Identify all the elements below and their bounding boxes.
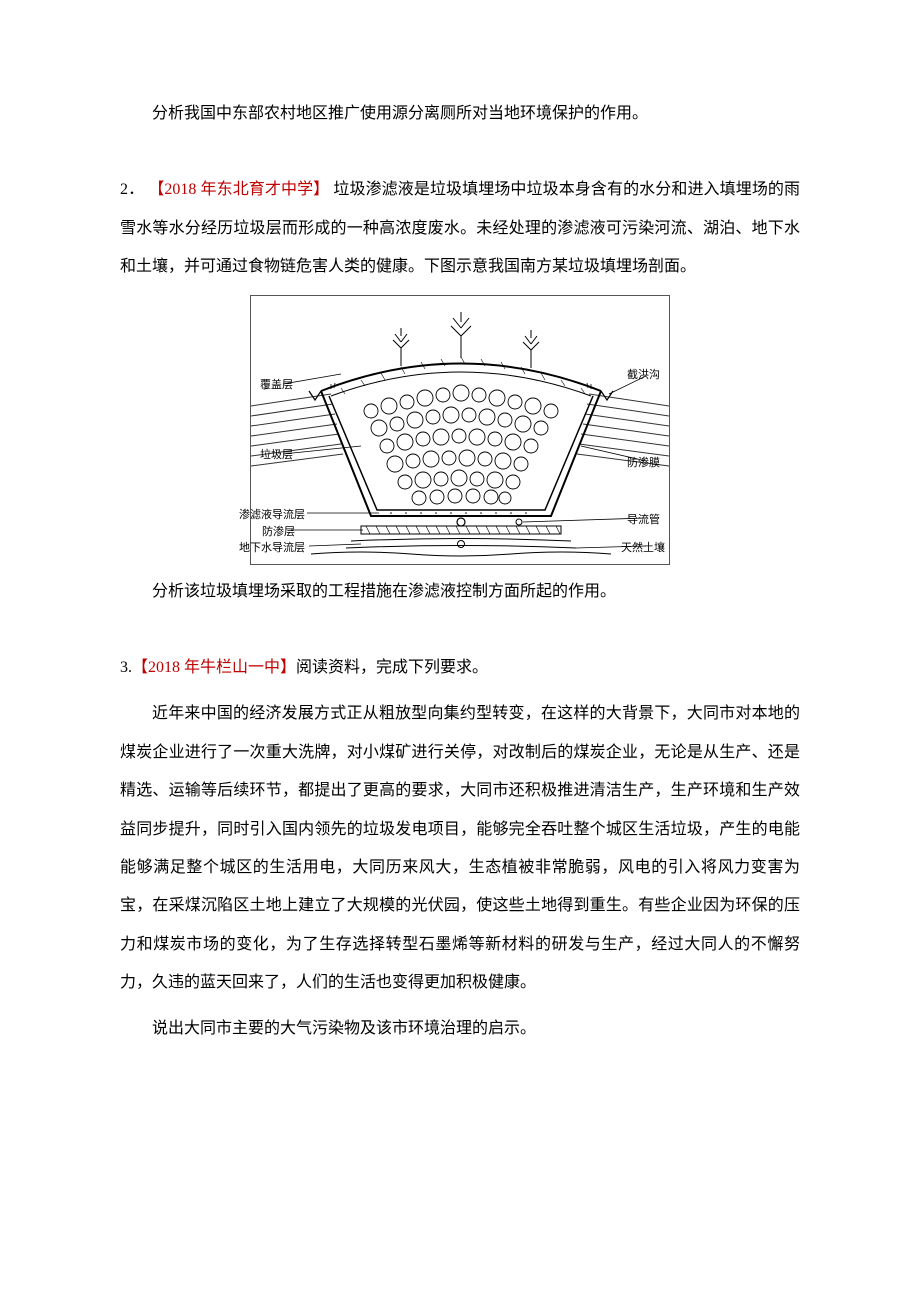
label-groundwater-drain-layer: 地下水导流层 <box>233 539 305 555</box>
q3-source-tag: 【2018 年牛栏山一中】 <box>132 659 296 676</box>
label-anti-seep-membrane: 防渗膜 <box>627 454 677 470</box>
label-garbage-layer: 垃圾层 <box>251 446 293 462</box>
q1-prompt: 分析我国中东部农村地区推广使用源分离厕所对当地环境保护的作用。 <box>120 95 800 133</box>
landfill-svg <box>251 296 669 564</box>
label-cover-layer: 覆盖层 <box>251 376 293 392</box>
q3-number: 3. <box>120 659 132 676</box>
figure-box: 覆盖层 垃圾层 渗滤液导流层 防渗层 地下水导流层 截洪沟 防渗膜 导流管 天然… <box>250 295 670 565</box>
q3-body: 近年来中国的经济发展方式正从粗放型向集约型转变，在这样的大背景下，大同市对本地的… <box>120 695 800 1002</box>
q3-prompt: 说出大同市主要的大气污染物及该市环境治理的启示。 <box>120 1010 800 1048</box>
label-natural-soil: 天然土壤 <box>621 539 677 555</box>
label-anti-seep-layer: 防渗层 <box>253 523 295 539</box>
spacer <box>120 141 800 171</box>
spacer-2 <box>120 619 800 649</box>
label-leachate-drain-layer: 渗滤液导流层 <box>233 506 305 522</box>
label-drain-pipe: 导流管 <box>627 511 677 527</box>
q2-source-tag: 【2018 年东北育才中学】 <box>148 181 329 198</box>
q2-number: 2． <box>120 181 144 198</box>
landfill-cross-section-figure: 覆盖层 垃圾层 渗滤液导流层 防渗层 地下水导流层 截洪沟 防渗膜 导流管 天然… <box>120 295 800 565</box>
q2-stem: 2． 【2018 年东北育才中学】 垃圾渗滤液是垃圾填埋场中垃圾本身含有的水分和… <box>120 171 800 286</box>
q2-prompt: 分析该垃圾填埋场采取的工程措施在渗滤液控制方面所起的作用。 <box>120 573 800 611</box>
q3-lead: 阅读资料，完成下列要求。 <box>296 659 488 676</box>
label-intercepting-ditch: 截洪沟 <box>627 366 677 382</box>
q3-stem: 3.【2018 年牛栏山一中】阅读资料，完成下列要求。 <box>120 649 800 687</box>
